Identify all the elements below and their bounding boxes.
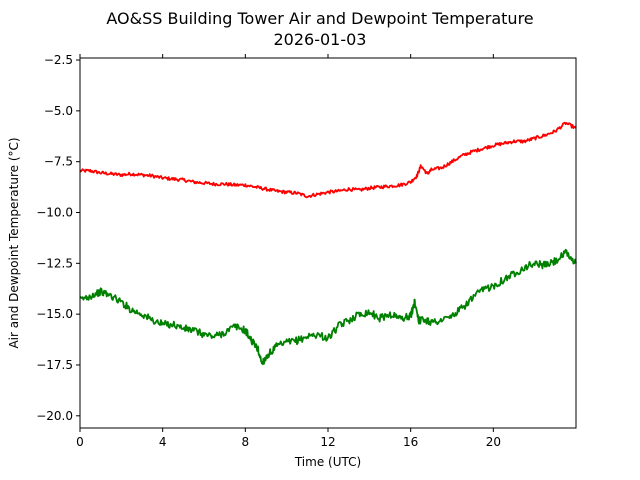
y-tick-label: −20.0 <box>36 409 73 423</box>
series-line-dewpoint-temperature <box>79 248 577 366</box>
x-axis-label: Time (UTC) <box>294 455 361 469</box>
x-tick-label: 20 <box>486 435 501 449</box>
x-tick-label: 4 <box>159 435 167 449</box>
y-tick-label: −2.5 <box>44 53 73 67</box>
y-axis: −20.0 −17.5 −15.0 −12.5 −10.0 −7.5 −5.0 −2.5 <box>36 53 80 423</box>
x-tick-label: 0 <box>76 435 84 449</box>
y-tick-label: −12.5 <box>36 256 73 270</box>
x-tick-label: 16 <box>403 435 418 449</box>
y-tick-label: −7.5 <box>44 155 73 169</box>
y-axis-label: Air and Dewpoint Temperature (°C) <box>7 137 21 348</box>
y-tick-label: −17.5 <box>36 358 73 372</box>
x-axis: 0 4 8 12 16 20 <box>76 54 501 449</box>
chart-title: AO&SS Building Tower Air and Dewpoint Te… <box>106 9 533 28</box>
y-tick-label: −15.0 <box>36 307 73 321</box>
y-tick-label: −5.0 <box>44 104 73 118</box>
series-line-air-temperature <box>79 121 577 199</box>
y-tick-label: −10.0 <box>36 206 73 220</box>
x-tick-label: 12 <box>320 435 335 449</box>
series-layer <box>79 121 577 366</box>
x-tick-label: 8 <box>242 435 250 449</box>
plot-frame <box>79 57 577 429</box>
chart-subtitle: 2026-01-03 <box>274 30 367 49</box>
